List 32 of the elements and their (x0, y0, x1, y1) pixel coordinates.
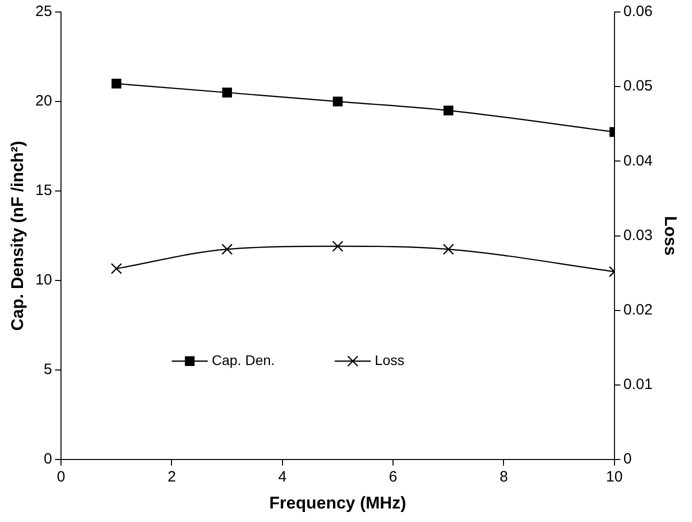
y-tick-label: 5 (44, 361, 52, 378)
y-axis-title: Cap. Density (nF /inch²) (8, 140, 27, 331)
y-tick-label: 20 (35, 92, 52, 110)
x-tick-label: 10 (606, 468, 623, 486)
y2-tick-label: 0 (623, 450, 632, 468)
x-tick-label: 0 (56, 468, 66, 486)
x-tick-label: 8 (500, 468, 508, 486)
x-axis-title: Frequency (MHz) (269, 493, 406, 512)
x-tick-label: 4 (278, 468, 287, 486)
y2-tick-label: 0.02 (623, 302, 653, 319)
y-tick-label: 15 (35, 182, 52, 200)
y2-axis-title: Loss (661, 216, 680, 256)
point (444, 106, 454, 116)
point (442, 244, 454, 255)
legend-label: Loss (374, 352, 404, 368)
x-tick-label: 2 (168, 468, 176, 486)
point (222, 88, 232, 98)
y2-tick-label: 0.05 (623, 78, 653, 95)
point (110, 263, 122, 274)
point (221, 244, 233, 255)
point (112, 78, 122, 89)
y-tick-label: 10 (35, 272, 52, 289)
legend-label: Cap. Den. (212, 352, 275, 368)
x-tick-label: 6 (388, 468, 398, 486)
y2-tick-label: 0.06 (623, 3, 653, 20)
y-tick-label: 0 (44, 450, 52, 468)
point (332, 240, 344, 252)
point (332, 96, 343, 106)
y-tick-label: 25 (35, 3, 52, 20)
y2-tick-label: 0.01 (623, 376, 653, 394)
y2-tick-label: 0.04 (623, 152, 653, 170)
y2-tick-label: 0.03 (623, 226, 653, 244)
